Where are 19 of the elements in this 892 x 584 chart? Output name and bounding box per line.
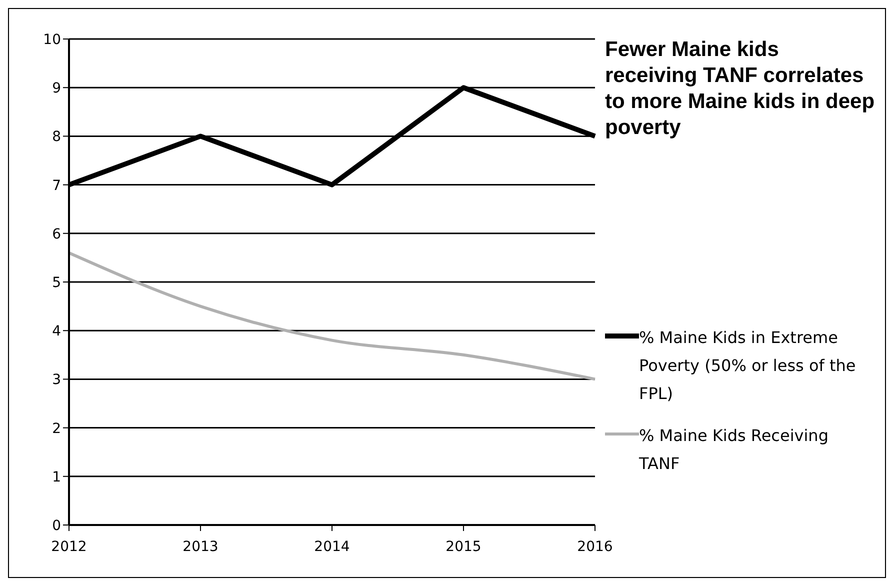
y-tick-label: 4 [52,324,62,340]
y-tick-label: 9 [52,80,61,97]
x-tick-label: 2013 [182,538,218,555]
legend-label: % Maine Kids Receiving TANF [639,425,830,475]
y-tick-label: 5 [52,274,61,291]
y-tick-label: 8 [52,129,61,146]
legend-label: % Maine Kids in Extreme Poverty (50% or less of the FPL) [639,327,857,405]
text: Fewer Maine kids receiving TANF correlates to more Maine kids in deep poverty [605,37,875,141]
y-tick-label: 0 [52,518,61,534]
y-tick-label: 1 [52,469,61,486]
x-tick-label: 2012 [51,538,87,555]
x-tick-label: 2015 [446,538,482,555]
x-tick-label: 2014 [314,538,350,555]
y-tick-label: 10 [43,32,61,48]
x-tick-label: 2016 [577,538,613,555]
y-tick-label: 2 [52,420,61,437]
y-tick-label: 3 [52,372,61,388]
y-tick-label: 7 [52,178,61,194]
y-tick-label: 6 [52,226,62,242]
